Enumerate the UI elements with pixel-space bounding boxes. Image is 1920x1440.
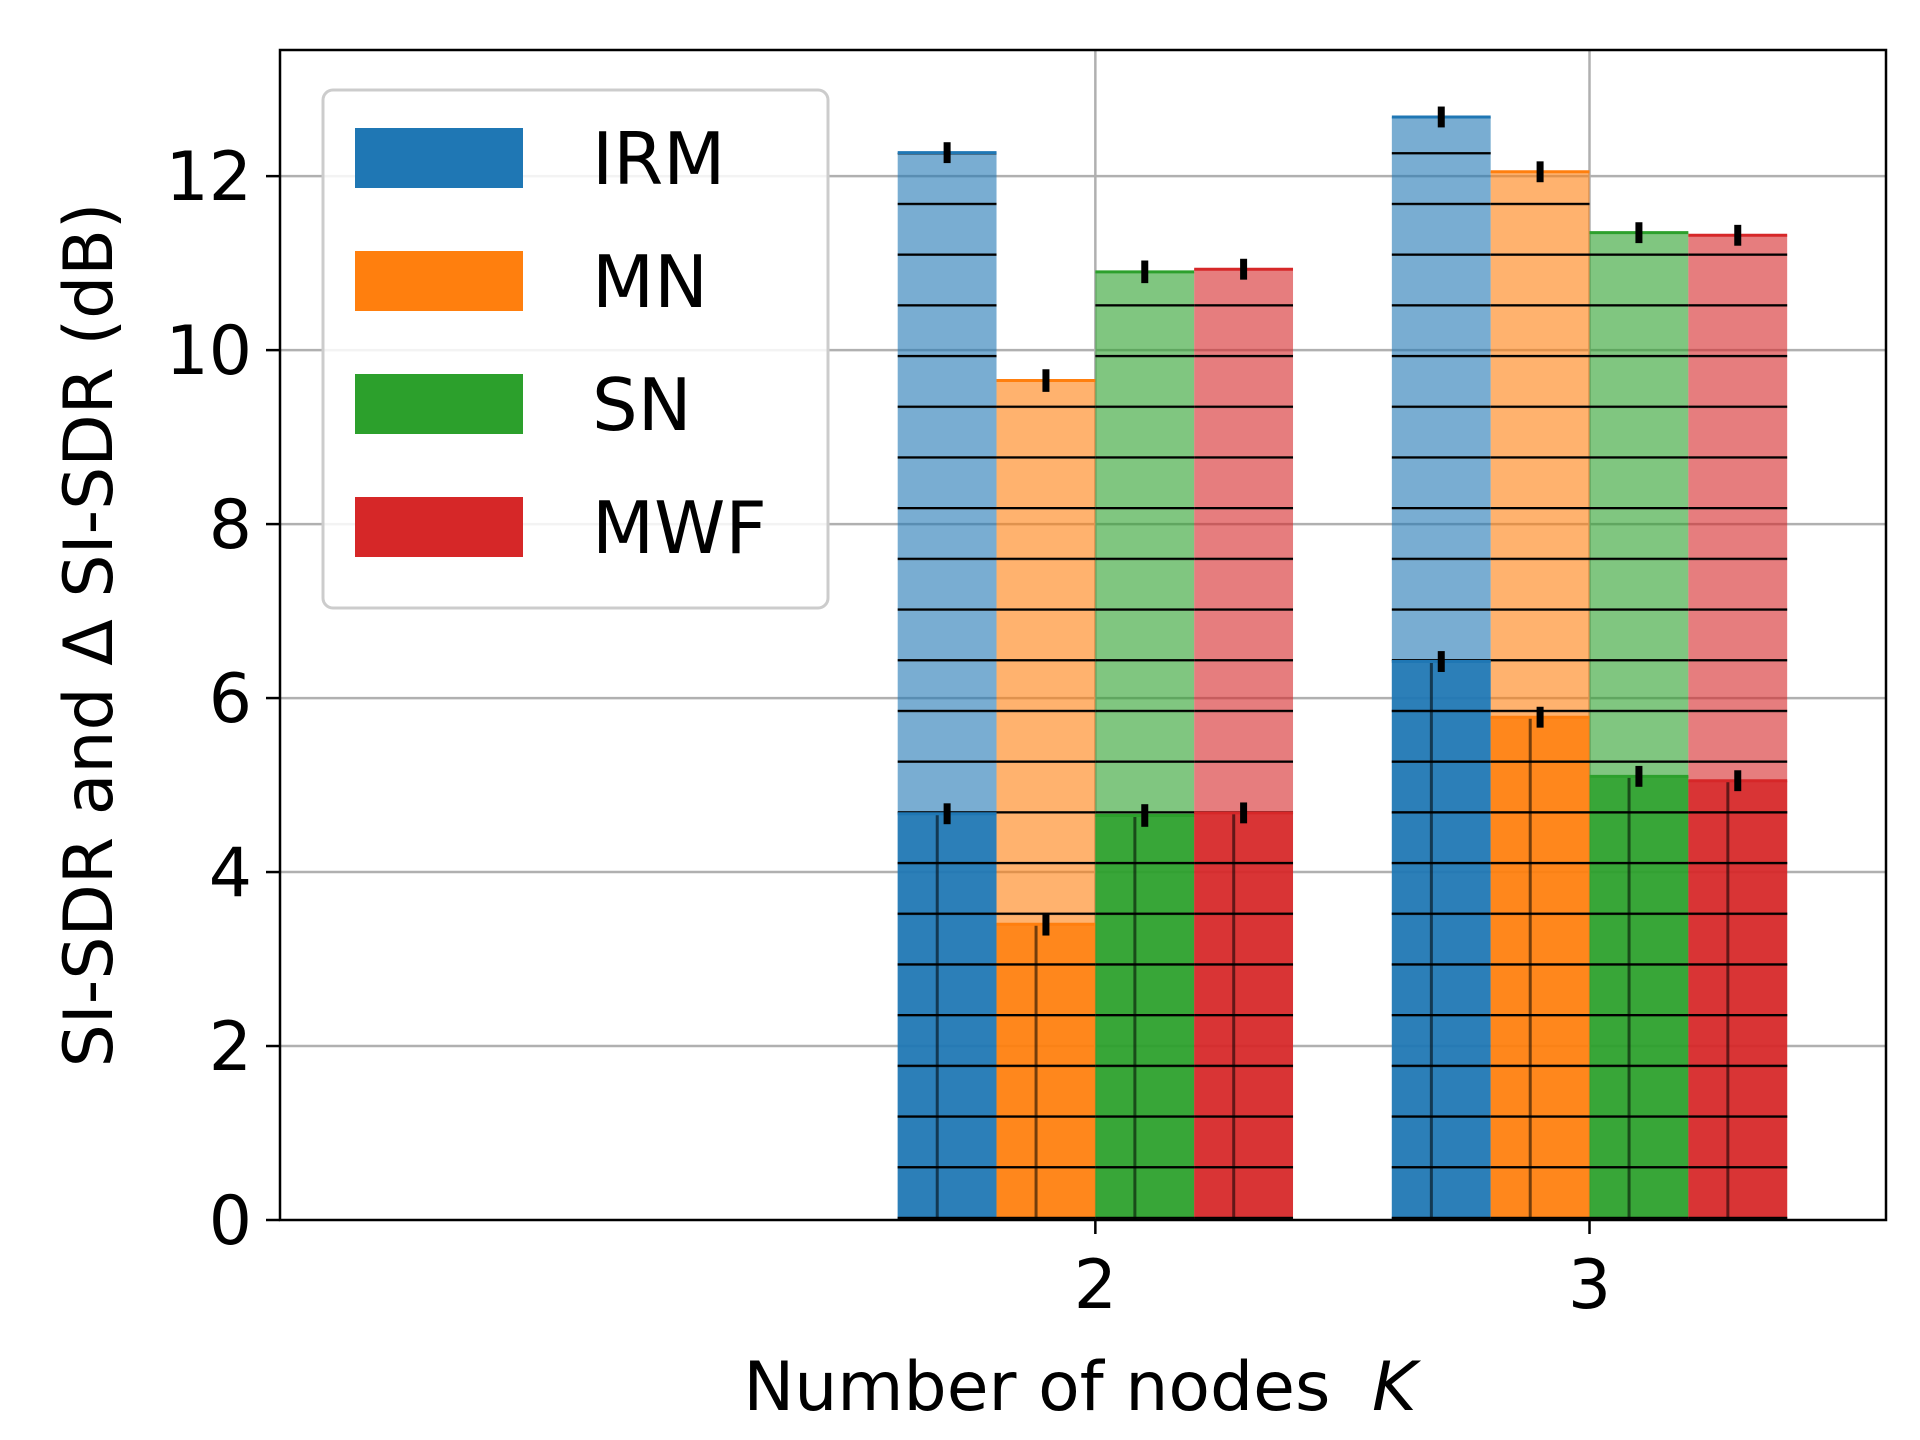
legend-swatch-mn [355, 251, 523, 311]
y-tick-label: 4 [209, 834, 252, 913]
legend-swatch-mwf [355, 497, 523, 557]
bar-delta-hatch-h [1688, 780, 1788, 1220]
y-tick-label: 8 [209, 486, 252, 565]
legend-label-mn: MN [592, 240, 708, 324]
y-axis-label: SI-SDR and Δ SI-SDR (dB) [50, 203, 129, 1068]
legend: IRM MN SN MWF [321, 88, 830, 610]
bar-delta-hatch-h [897, 813, 997, 1220]
y-tick-label: 2 [209, 1008, 252, 1087]
x-axis-label-text: Number of nodes [743, 1348, 1330, 1427]
x-axis-label: Number of nodes K [743, 1348, 1422, 1427]
bar-delta-hatch-h [996, 924, 1096, 1220]
bar-delta-hatch-h [1095, 815, 1195, 1220]
y-tick-label: 12 [165, 138, 252, 217]
x-axis-label-variable: K [1372, 1348, 1422, 1427]
legend-label-mwf: MWF [592, 486, 767, 570]
y-tick-label: 6 [209, 660, 252, 739]
legend-swatch-irm [355, 128, 523, 188]
legend-label-irm: IRM [592, 117, 725, 201]
bar-delta-hatch-h [1490, 717, 1590, 1220]
x-tick-label: 3 [1568, 1246, 1611, 1325]
bar-delta-hatch-h [1589, 776, 1689, 1220]
legend-label-sn: SN [592, 363, 692, 447]
legend-frame [321, 88, 830, 610]
x-tick-label: 2 [1074, 1246, 1117, 1325]
bar-delta-hatch-h [1194, 812, 1294, 1220]
legend-swatch-sn [355, 374, 523, 434]
y-tick-label: 10 [165, 312, 252, 391]
bars [897, 106, 1788, 1220]
y-tick-label: 0 [209, 1182, 252, 1261]
y-axis: 0 2 4 6 8 10 12 [165, 138, 280, 1261]
bar-delta-hatch-h [1391, 661, 1491, 1220]
plot-frame [278, 48, 1888, 1222]
